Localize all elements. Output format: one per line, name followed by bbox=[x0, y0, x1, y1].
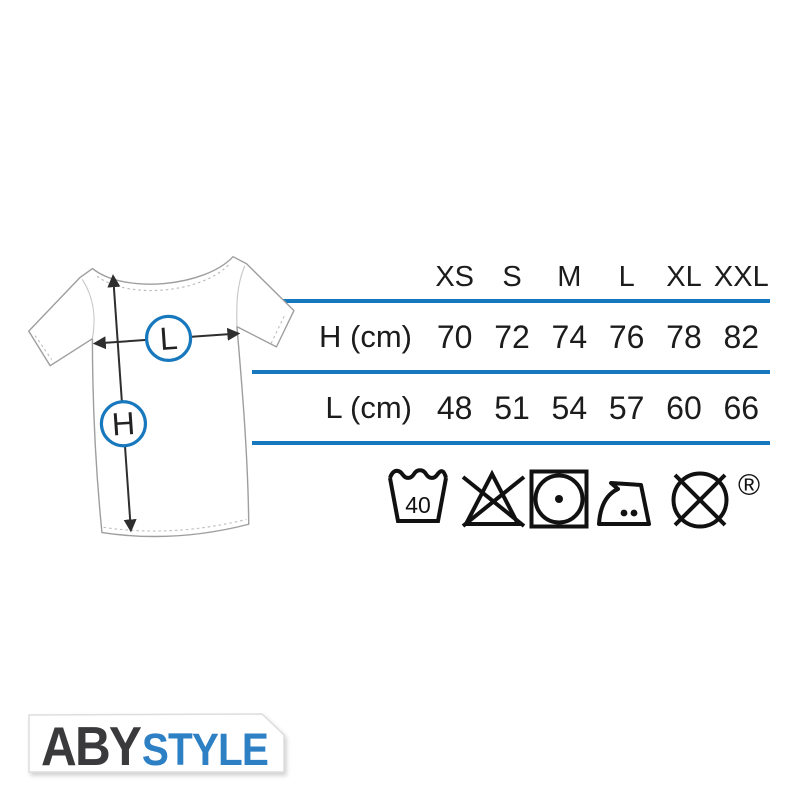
wash-temp-label: 40 bbox=[405, 492, 431, 518]
size-header-cell-s: S bbox=[502, 261, 522, 293]
cuff-stitch-left bbox=[34, 335, 53, 360]
tshirt-outline bbox=[28, 255, 295, 538]
size-header-cell-l: L bbox=[618, 261, 635, 293]
value-cell: 70 bbox=[436, 319, 473, 355]
table-divider-middle bbox=[252, 370, 770, 374]
value-cell: 78 bbox=[666, 319, 702, 355]
iron-medium-icon bbox=[597, 481, 651, 526]
value-cell: 66 bbox=[723, 390, 760, 426]
value-cell: 82 bbox=[723, 319, 760, 355]
size-header-cell-xs: XS bbox=[435, 261, 474, 293]
care-symbols: 40 ® bbox=[388, 468, 760, 529]
armhole-seam-right bbox=[236, 265, 246, 327]
length-circle bbox=[144, 314, 193, 362]
do-not-dry-clean-icon bbox=[671, 471, 729, 529]
brand-name: ABY STYLE bbox=[41, 714, 269, 777]
value-cell: 54 bbox=[551, 390, 588, 426]
table-divider-bottom bbox=[252, 441, 770, 445]
machine-wash-40-icon: 40 bbox=[388, 468, 448, 523]
height-circle bbox=[99, 400, 148, 448]
registered-trademark: ® bbox=[738, 469, 760, 502]
length-label: L bbox=[158, 320, 178, 357]
brand-logo: ABY STYLE bbox=[28, 712, 286, 777]
value-cell: 74 bbox=[551, 319, 588, 355]
size-header-cell-xl: XL bbox=[666, 261, 702, 293]
tshirt-measurement-diagram: L H bbox=[28, 255, 295, 538]
value-cell: 76 bbox=[608, 319, 645, 355]
size-header-cell-m: M bbox=[557, 261, 582, 293]
length-values-row: 48 51 54 57 60 66 bbox=[426, 389, 770, 427]
table-divider-top bbox=[252, 299, 770, 303]
brand-name-style: STYLE bbox=[141, 724, 269, 775]
collar-stitch bbox=[96, 263, 230, 292]
row-label-height: H (cm) bbox=[319, 319, 412, 354]
row-label-length: L (cm) bbox=[325, 390, 412, 425]
height-values-row: 70 72 74 76 78 82 bbox=[426, 318, 770, 356]
value-cell: 57 bbox=[608, 390, 645, 426]
tumble-dry-low-heat-icon bbox=[529, 469, 589, 529]
brand-name-aby: ABY bbox=[41, 715, 142, 777]
brand-plaque bbox=[28, 713, 285, 773]
size-header-row: XS S M L XL XXL bbox=[426, 258, 770, 296]
value-cell: 48 bbox=[436, 390, 473, 426]
value-cell: 51 bbox=[494, 390, 530, 426]
height-label: H bbox=[111, 405, 137, 443]
hem-stitch bbox=[103, 518, 247, 532]
value-cell: 60 bbox=[666, 390, 702, 426]
do-not-bleach-icon bbox=[461, 469, 526, 528]
size-header-cell-xxl: XXL bbox=[713, 261, 769, 293]
value-cell: 72 bbox=[494, 319, 530, 355]
